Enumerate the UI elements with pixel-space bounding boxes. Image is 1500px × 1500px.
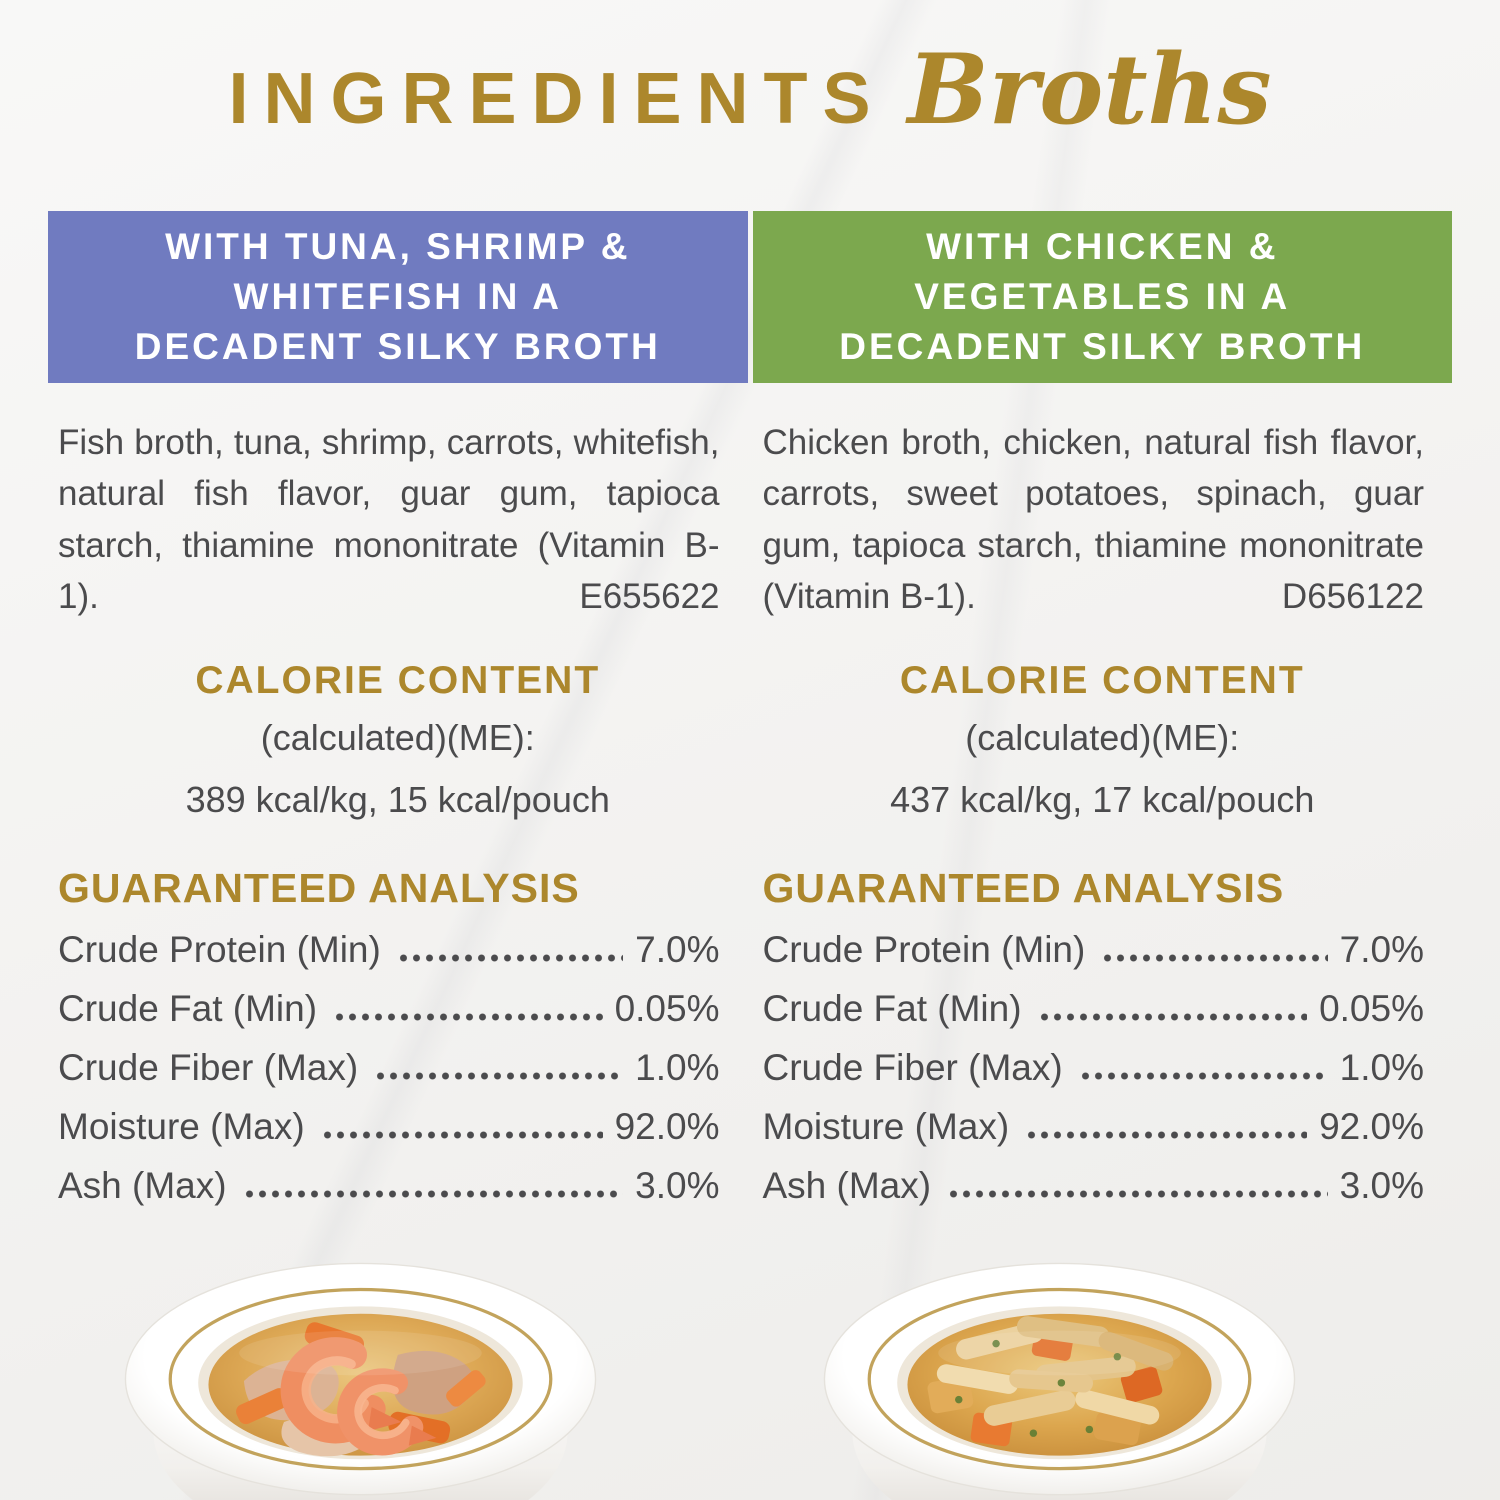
formula-code: E655622	[579, 577, 720, 617]
calorie-heading: CALORIE CONTENT	[195, 658, 601, 702]
calorie-content-tuna: CALORIE CONTENT (calculated)(ME): 389 kc…	[48, 659, 748, 827]
calorie-values: 389 kcal/kg, 15 kcal/pouch	[185, 778, 610, 820]
variant-header-line: WITH TUNA, SHRIMP &	[165, 225, 631, 267]
ingredients-text-tuna: Fish broth, tuna, shrimp, carrots, white…	[58, 417, 720, 623]
variant-header-line: DECADENT SILKY BROTH	[839, 326, 1366, 368]
analysis-row: Crude Fiber (Max) 1.0%	[58, 1047, 720, 1089]
dot-leader	[947, 1176, 1328, 1207]
analysis-row: Crude Fiber (Max) 1.0%	[762, 1046, 1424, 1089]
analysis-row: Moisture (Max) 92.0%	[58, 1106, 720, 1148]
analysis-row: Crude Protein (Min) 7.0%	[58, 929, 720, 971]
calorie-heading: CALORIE CONTENT	[899, 658, 1305, 702]
analysis-value: 7.0%	[635, 928, 720, 970]
bowl-images-row	[0, 1241, 1500, 1500]
dot-leader	[1101, 940, 1328, 971]
analysis-row: Crude Protein (Min) 7.0%	[762, 928, 1424, 971]
formula-code: D656122	[1281, 577, 1424, 617]
dot-leader	[320, 1117, 603, 1148]
chicken-vegetables-bowl-image	[823, 1262, 1296, 1500]
dot-leader	[1025, 1117, 1308, 1148]
analysis-row: Crude Fat (Min) 0.05%	[762, 987, 1424, 1030]
variant-header-chicken: WITH CHICKEN & VEGETABLES IN A DECADENT …	[752, 211, 1452, 383]
column-tuna-shrimp-whitefish: WITH TUNA, SHRIMP & WHITEFISH IN A DECAD…	[48, 211, 748, 1207]
analysis-label: Ash (Max)	[762, 1164, 932, 1206]
column-chicken-vegetables: WITH CHICKEN & VEGETABLES IN A DECADENT …	[752, 211, 1453, 1207]
title-ingredients-text: INGREDIENTS	[228, 59, 886, 139]
analysis-value: 1.0%	[1339, 1046, 1424, 1088]
analysis-label: Crude Protein (Min)	[58, 928, 381, 970]
title-broths-script: Broths	[907, 33, 1272, 146]
calorie-method: (calculated)(ME):	[965, 716, 1240, 758]
analysis-value: 1.0%	[635, 1046, 720, 1088]
analysis-row: Moisture (Max) 92.0%	[762, 1105, 1424, 1148]
dot-leader	[1078, 1058, 1328, 1089]
analysis-value: 3.0%	[1339, 1164, 1424, 1206]
analysis-heading: GUARANTEED ANALYSIS	[58, 864, 580, 911]
analysis-label: Crude Protein (Min)	[762, 928, 1086, 970]
analysis-value: 92.0%	[614, 1105, 720, 1147]
calorie-content-chicken: CALORIE CONTENT (calculated)(ME): 437 kc…	[753, 659, 1453, 827]
analysis-label: Moisture (Max)	[762, 1105, 1010, 1147]
analysis-label: Crude Fat (Min)	[762, 987, 1022, 1029]
dot-leader	[396, 940, 624, 971]
variant-header-line: VEGETABLES IN A	[914, 275, 1291, 317]
variant-header-line: WITH CHICKEN &	[926, 225, 1279, 267]
variant-header-line: WHITEFISH IN A	[233, 275, 562, 317]
dot-leader	[242, 1176, 624, 1207]
ingredients-text-chicken: Chicken broth, chicken, natural fish fla…	[763, 417, 1425, 623]
analysis-row: Ash (Max) 3.0%	[58, 1165, 720, 1207]
variant-header-tuna: WITH TUNA, SHRIMP & WHITEFISH IN A DECAD…	[48, 211, 748, 383]
variant-header-line: DECADENT SILKY BROTH	[134, 326, 661, 368]
analysis-value: 0.05%	[614, 987, 720, 1029]
analysis-label: Ash (Max)	[58, 1164, 227, 1206]
analysis-value: 7.0%	[1339, 928, 1424, 970]
dot-leader	[1037, 999, 1308, 1030]
dot-leader	[374, 1058, 624, 1089]
analysis-value: 3.0%	[635, 1164, 720, 1206]
analysis-heading: GUARANTEED ANALYSIS	[762, 864, 1285, 911]
calorie-method: (calculated)(ME):	[260, 716, 535, 758]
analysis-label: Crude Fat (Min)	[58, 987, 318, 1029]
calorie-values: 437 kcal/kg, 17 kcal/pouch	[890, 778, 1315, 820]
guaranteed-analysis-tuna: GUARANTEED ANALYSIS Crude Protein (Min) …	[58, 865, 720, 1207]
product-columns: WITH TUNA, SHRIMP & WHITEFISH IN A DECAD…	[48, 211, 1452, 1207]
analysis-row: Ash (Max) 3.0%	[762, 1164, 1424, 1207]
tuna-shrimp-bowl-image	[124, 1262, 597, 1500]
guaranteed-analysis-chicken: GUARANTEED ANALYSIS Crude Protein (Min) …	[762, 864, 1424, 1207]
ingredients-list: Fish broth, tuna, shrimp, carrots, white…	[58, 423, 720, 617]
analysis-label: Crude Fiber (Max)	[762, 1046, 1063, 1088]
page-title: INGREDIENTS Broths	[0, 0, 1500, 175]
ingredients-list: Chicken broth, chicken, natural fish fla…	[762, 423, 1425, 617]
analysis-value: 92.0%	[1319, 1105, 1424, 1147]
dot-leader	[333, 999, 603, 1030]
analysis-value: 0.05%	[1319, 987, 1424, 1029]
analysis-label: Moisture (Max)	[58, 1105, 305, 1147]
analysis-row: Crude Fat (Min) 0.05%	[58, 988, 720, 1030]
analysis-label: Crude Fiber (Max)	[58, 1046, 359, 1088]
